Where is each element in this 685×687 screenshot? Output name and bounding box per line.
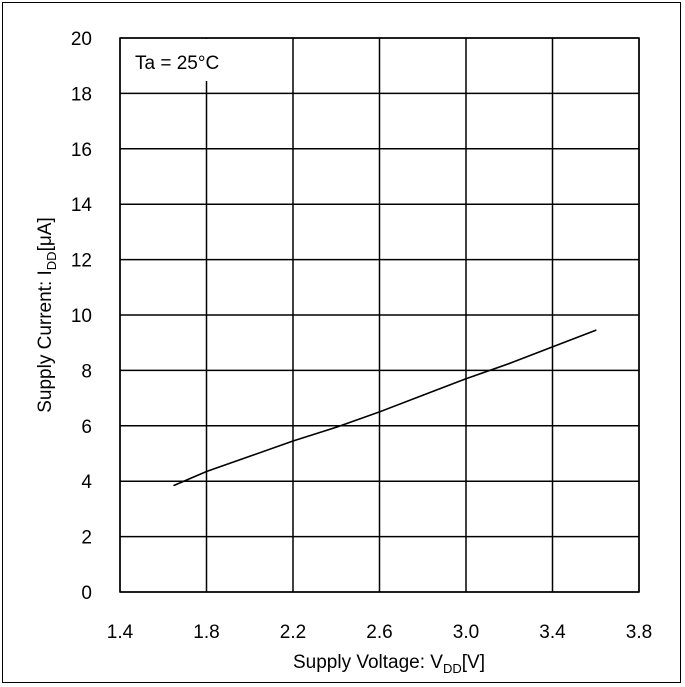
- data-point: [551, 346, 554, 348]
- plot-series: [173, 329, 597, 487]
- series-line: [173, 329, 597, 487]
- data-point: [378, 411, 381, 413]
- x-tick-label: 2.2: [280, 622, 306, 643]
- y-tick-label: 2: [81, 528, 92, 549]
- y-tick-label: 0: [81, 583, 92, 604]
- annotation-text: Ta = 25°C: [135, 53, 219, 74]
- x-tick-label: 2.6: [366, 622, 392, 643]
- y-axis-label: Supply Current: IDD[μA]: [35, 217, 59, 413]
- x-tick-label: 1.4: [107, 622, 134, 643]
- x-tick-label: 1.8: [193, 622, 219, 643]
- data-point: [205, 470, 208, 473]
- y-tick-label: 6: [81, 417, 92, 438]
- data-point: [292, 440, 294, 442]
- y-tick-label: 18: [71, 84, 92, 105]
- plot-area-border: [119, 37, 640, 593]
- y-tick-label: 12: [71, 251, 92, 272]
- annotation-box: [122, 39, 270, 81]
- data-point: [508, 362, 511, 365]
- grid: [119, 37, 640, 593]
- tick-labels: 1.4 1.8 2.2 2.6 3.0 3.4 3.8 0 2 4 6 8 10 12 14 16 18 20: [71, 29, 652, 643]
- x-tick-label: 3.8: [626, 622, 652, 643]
- y-tick-label: 16: [71, 140, 92, 161]
- y-tick-label: 20: [71, 29, 92, 50]
- x-axis-label: Supply Voltage: VDD[V]: [293, 652, 485, 676]
- x-tick-label: 3.0: [453, 622, 479, 643]
- y-tick-label: 4: [81, 472, 92, 493]
- data-point: [248, 455, 251, 458]
- y-tick-label: 14: [71, 195, 93, 216]
- data-point: [421, 394, 424, 397]
- data-point: [173, 484, 175, 487]
- data-point: [465, 377, 467, 380]
- y-tick-label: 8: [81, 361, 92, 382]
- data-point: [335, 426, 338, 428]
- x-tick-label: 3.4: [539, 622, 566, 643]
- y-tick-label: 10: [71, 306, 92, 327]
- data-point: [594, 329, 597, 332]
